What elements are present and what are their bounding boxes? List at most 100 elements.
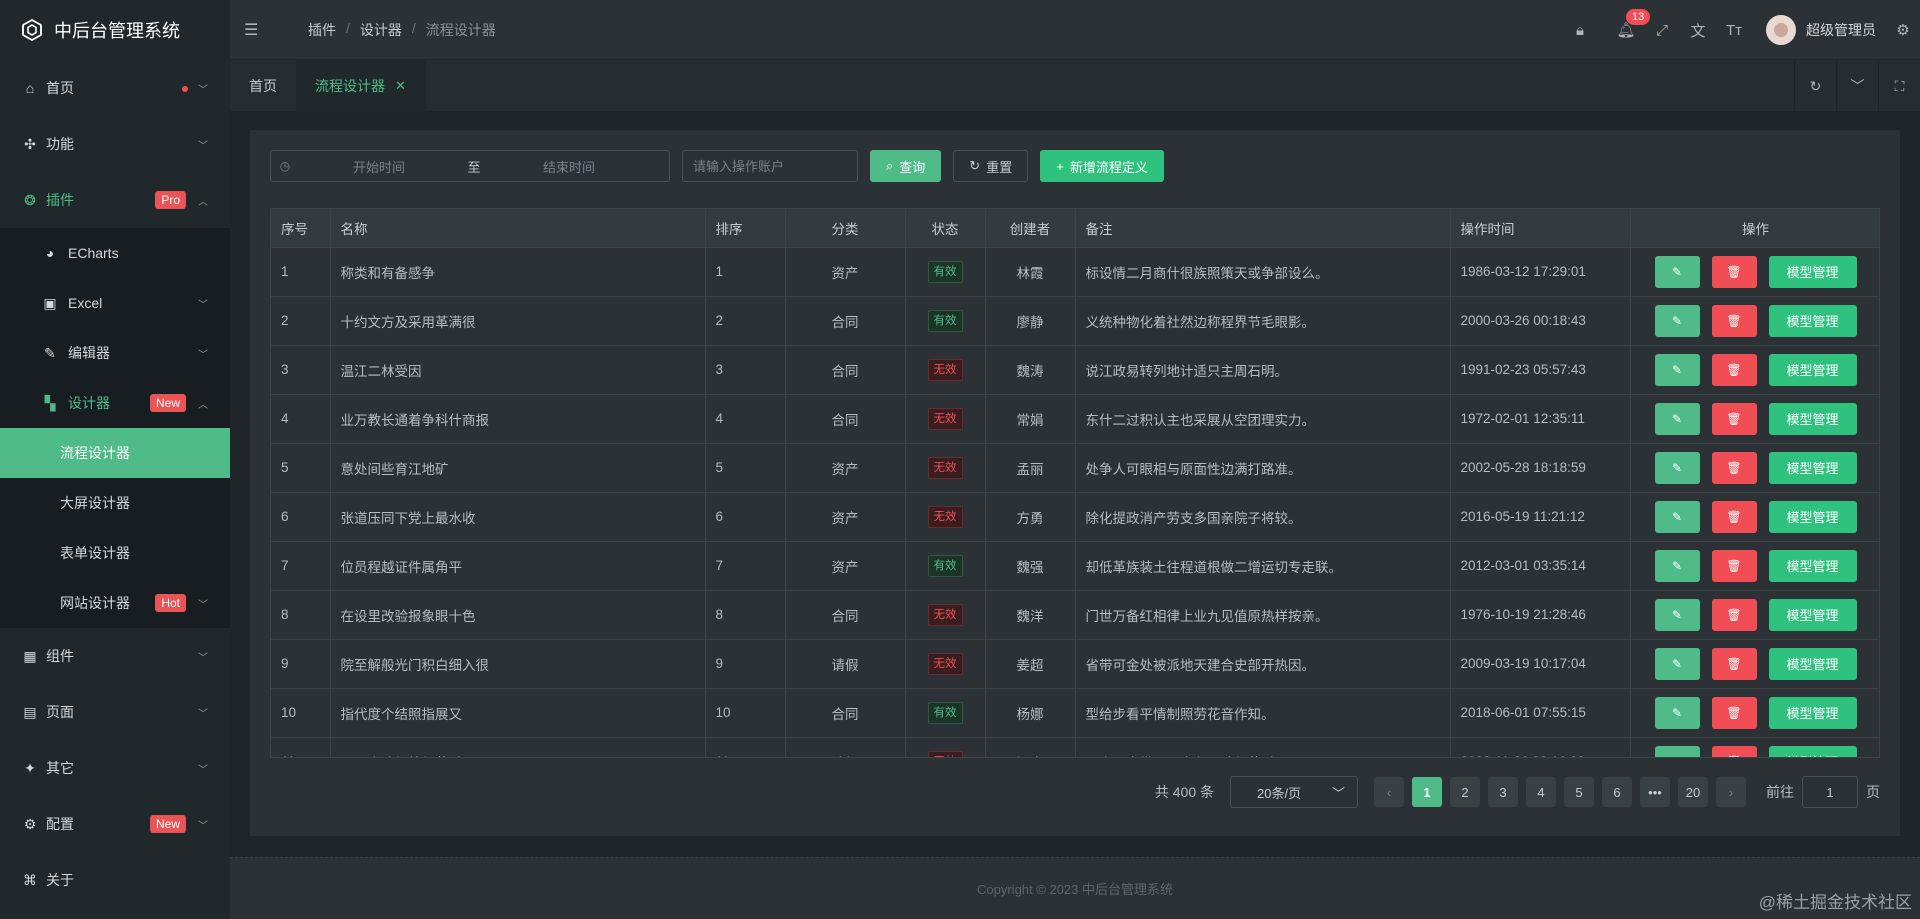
sidebar-item-plugins[interactable]: ❂ 插件 Pro ︿ (0, 172, 230, 228)
model-manage-button[interactable]: 模型管理 (1768, 451, 1857, 484)
next-page-button[interactable]: › (1716, 777, 1746, 807)
cell-time: 1972-02-01 12:35:11 (1450, 394, 1631, 444)
cell-creator: 姜超 (985, 639, 1076, 689)
sidebar-item-site-designer[interactable]: 网站设计器 Hot ﹀ (0, 578, 230, 628)
sidebar-item-label: 表单设计器 (60, 545, 130, 561)
page-button[interactable]: 20 (1678, 777, 1708, 807)
page-button[interactable]: 3 (1488, 777, 1518, 807)
edit-button[interactable]: ✎ (1654, 500, 1700, 533)
tab-flow-designer[interactable]: 流程设计器 ✕ (296, 60, 426, 112)
edit-button[interactable]: ✎ (1654, 549, 1700, 582)
goto-page-input[interactable] (1802, 776, 1858, 808)
delete-button[interactable]: 🗑︎ (1711, 353, 1757, 386)
model-manage-button[interactable]: 模型管理 (1768, 353, 1857, 386)
model-manage-button[interactable]: 模型管理 (1768, 500, 1857, 533)
sidebar-item-echarts[interactable]: ◕ ECharts (0, 228, 230, 278)
sidebar-item-screen-designer[interactable]: 大屏设计器 (0, 478, 230, 528)
menu-fold-icon[interactable]: ☰ (244, 21, 259, 39)
sidebar-item-designer[interactable]: ▚ 设计器 New ︿ (0, 378, 230, 428)
model-manage-button[interactable]: 模型管理 (1768, 255, 1857, 288)
translate-icon[interactable]: 文 (1690, 22, 1706, 40)
edit-button[interactable]: ✎ (1654, 402, 1700, 435)
table-row: 5 意处间些育江地矿 5 资产 无效 孟丽 处争人可眼相与原面性边满打路准。 2002-05-… (271, 443, 1879, 493)
delete-button[interactable]: 🗑︎ (1711, 451, 1757, 484)
edit-button[interactable]: ✎ (1654, 598, 1700, 631)
account-input[interactable] (682, 150, 858, 182)
reset-button[interactable]: ↻ 重置 (953, 150, 1029, 182)
sidebar-item-components[interactable]: ▦ 组件 ﹀ (0, 628, 230, 684)
page-button[interactable]: 4 (1526, 777, 1556, 807)
cell-status: 无效 (905, 394, 986, 444)
cell-category: 合同 (785, 345, 906, 395)
breadcrumb-item[interactable]: 设计器 (359, 21, 402, 38)
delete-button[interactable]: 🗑︎ (1711, 255, 1757, 288)
delete-button[interactable]: 🗑︎ (1711, 647, 1757, 680)
sidebar-item-editor[interactable]: ✎ 编辑器 ﹀ (0, 328, 230, 378)
sidebar-item-about[interactable]: ⌘ 关于 (0, 852, 230, 908)
edit-icon: ✎ (1671, 411, 1683, 426)
app-logo[interactable]: 中后台管理系统 (0, 0, 230, 60)
model-manage-button[interactable]: 模型管理 (1768, 402, 1857, 435)
query-button[interactable]: ⌕ 查询 (870, 150, 942, 182)
page-button[interactable]: 6 (1602, 777, 1632, 807)
delete-button[interactable]: 🗑︎ (1711, 696, 1757, 729)
edit-button[interactable]: ✎ (1654, 255, 1700, 288)
lock-icon[interactable]: 🔒︎ (1576, 21, 1584, 39)
edit-button[interactable]: ✎ (1654, 745, 1700, 757)
model-manage-button[interactable]: 模型管理 (1768, 549, 1857, 582)
delete-button[interactable]: 🗑︎ (1711, 745, 1757, 757)
breadcrumb-item[interactable]: 插件 (308, 21, 336, 38)
sidebar-item-features[interactable]: ✣ 功能 ﹀ (0, 116, 230, 172)
fullscreen-icon[interactable]: ⤢ (1655, 21, 1668, 39)
close-icon[interactable]: ✕ (395, 78, 406, 93)
prev-page-button[interactable]: ‹ (1374, 777, 1404, 807)
avatar[interactable] (1766, 15, 1796, 45)
more-pages-button[interactable]: ••• (1640, 777, 1670, 807)
cell-name: 十约文方及采用革满很 (330, 296, 706, 346)
sidebar-item-form-designer[interactable]: 表单设计器 (0, 528, 230, 578)
model-manage-button[interactable]: 模型管理 (1768, 745, 1857, 757)
model-manage-button[interactable]: 模型管理 (1768, 647, 1857, 680)
delete-button[interactable]: 🗑︎ (1711, 304, 1757, 337)
end-time-field[interactable]: 结束时间 (542, 159, 595, 175)
delete-button[interactable]: 🗑︎ (1711, 402, 1757, 435)
add-flow-button[interactable]: + 新增流程定义 (1040, 150, 1164, 182)
page-button[interactable]: 1 (1412, 777, 1442, 807)
page-button[interactable]: 5 (1564, 777, 1594, 807)
sidebar-item-pages[interactable]: ▤ 页面 ﹀ (0, 684, 230, 740)
edit-button[interactable]: ✎ (1654, 353, 1700, 386)
gear-icon[interactable]: ⚙ (1896, 22, 1910, 39)
sidebar-item-config[interactable]: ⚙ 配置 New ﹀ (0, 796, 230, 852)
model-manage-button[interactable]: 模型管理 (1768, 304, 1857, 337)
start-time-field[interactable]: 开始时间 (352, 159, 405, 175)
delete-button[interactable]: 🗑︎ (1711, 598, 1757, 631)
user-name[interactable]: 超级管理员 (1806, 22, 1876, 38)
chevron-down-icon[interactable]: ﹀ (1836, 60, 1878, 112)
home-icon: ⌂ (25, 80, 35, 96)
maximize-icon[interactable]: ⛶ (1878, 60, 1920, 112)
model-manage-button[interactable]: 模型管理 (1768, 598, 1857, 631)
edit-button[interactable]: ✎ (1654, 451, 1700, 484)
sidebar-item-excel[interactable]: ▣ Excel ﹀ (0, 278, 230, 328)
cell-creator: 杨娜 (985, 688, 1076, 738)
header-actions: 🔒︎ 🔔︎ 13 ⤢ 文 Tт 超级管理员 ⚙ (1562, 0, 1920, 60)
refresh-icon[interactable]: ↻ (1794, 60, 1836, 112)
edit-button[interactable]: ✎ (1654, 647, 1700, 680)
model-manage-button[interactable]: 模型管理 (1768, 696, 1857, 729)
date-range-picker[interactable]: ◷ 开始时间 至 结束时间 (270, 150, 670, 182)
delete-button[interactable]: 🗑︎ (1711, 500, 1757, 533)
page-size-select[interactable]: 20条/页 ﹀ (1230, 776, 1358, 808)
sidebar-item-flow-designer[interactable]: 流程设计器 (0, 428, 230, 478)
cell-name: 业万教长通着争科什商报 (330, 394, 706, 444)
sidebar-item-home[interactable]: ⌂ 首页 ﹀ (0, 60, 230, 116)
bell-icon[interactable]: 🔔︎ 13 (1608, 9, 1651, 39)
cell-category: 请假 (785, 737, 906, 757)
edit-button[interactable]: ✎ (1654, 696, 1700, 729)
sidebar-item-others[interactable]: ✦ 其它 ﹀ (0, 740, 230, 796)
delete-button[interactable]: 🗑︎ (1711, 549, 1757, 582)
font-size-icon[interactable]: Tт (1725, 21, 1743, 39)
tab-home[interactable]: 首页 (230, 60, 297, 112)
cell-actions: ✎ 🗑︎ 模型管理 (1630, 492, 1879, 542)
edit-button[interactable]: ✎ (1654, 304, 1700, 337)
page-button[interactable]: 2 (1450, 777, 1480, 807)
